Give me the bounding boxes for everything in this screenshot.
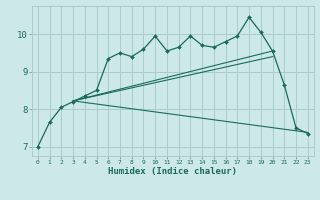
X-axis label: Humidex (Indice chaleur): Humidex (Indice chaleur) — [108, 167, 237, 176]
